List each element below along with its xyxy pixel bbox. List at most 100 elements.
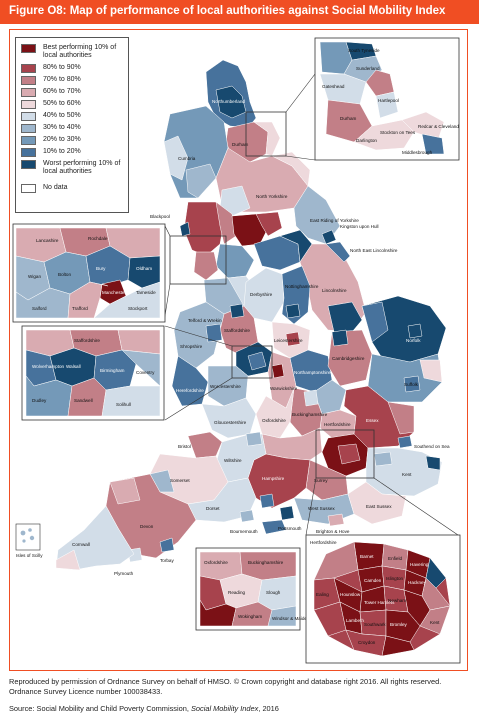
- legend-label: 20% to 30%: [43, 136, 81, 143]
- region-telford: [205, 323, 223, 343]
- region-coventry: [271, 363, 285, 379]
- inset-manchester: Lancashire Rochdale Oldham Wigan Bolton …: [12, 223, 166, 323]
- label-worcestershire: Worcestershire: [210, 384, 241, 389]
- inset-label-middlesbrough: Middlesbrough: [402, 150, 433, 155]
- region-brighton: [327, 513, 345, 527]
- inset-label-southwark: Southwark: [364, 622, 386, 627]
- label-brighton: Brighton & Hove: [316, 529, 350, 534]
- label-southend: Southend on Sea: [414, 444, 450, 449]
- legend-label: No data: [43, 184, 68, 191]
- legend-item-worst-10: Worst performing 10% of local authoritie…: [21, 160, 121, 176]
- region-london-inner: [337, 443, 361, 465]
- legend-label: 10% to 20%: [43, 148, 81, 155]
- label-northamptonshire: Northamptonshire: [294, 370, 331, 375]
- region-portsmouth: [279, 505, 295, 521]
- legend-label: 50% to 60%: [43, 100, 81, 107]
- source-suffix: , 2016: [258, 704, 279, 713]
- inset-label-stockport: Stockport: [128, 306, 148, 311]
- copyright-note: Reproduced by permission of Ordnance Sur…: [9, 677, 442, 696]
- legend-swatch: [21, 100, 36, 109]
- inset-label-lancashire: Lancashire: [36, 238, 59, 243]
- label-devon: Devon: [140, 524, 154, 529]
- region-southampton: [259, 493, 275, 509]
- inset-label-south-tyneside: South Tyneside: [348, 48, 380, 53]
- inset-label-durham: Durham: [340, 116, 357, 121]
- inset-label-oxfordshire: Oxfordshire: [204, 560, 228, 565]
- region-norfolk-west: [361, 301, 389, 343]
- region-cumbria-west: [163, 135, 189, 181]
- legend-label: 30% to 40%: [43, 124, 81, 131]
- label-lincolnshire: Lincolnshire: [322, 288, 347, 293]
- inset-label-croydon: Croydon: [358, 640, 376, 645]
- inset-label-rochdale: Rochdale: [88, 236, 108, 241]
- legend-item-80-90: 80% to 90%: [21, 64, 121, 73]
- callout-tees: [245, 111, 287, 157]
- inset-label-wokingham: Wokingham: [238, 614, 262, 619]
- label-kingston-hull: Kingston upon Hull: [340, 224, 379, 229]
- region-north-yorkshire-east: [271, 151, 311, 187]
- region-essex: [343, 385, 415, 449]
- source-prefix: Source: Social Mobility and Child Povert…: [9, 704, 191, 713]
- legend-item-no-data: No data: [21, 184, 121, 193]
- source-note: Source: Social Mobility and Child Povert…: [9, 704, 469, 714]
- label-nottinghamshire: Nottinghamshire: [285, 284, 319, 289]
- label-surrey: Surrey: [314, 478, 328, 483]
- region-thanet: [425, 455, 441, 471]
- inset-label-camden: Camden: [364, 578, 382, 583]
- inset-label-solihull: Solihull: [116, 402, 131, 407]
- inset-label-wigan: Wigan: [28, 274, 41, 279]
- region-lincs-south: [327, 301, 363, 333]
- inset-label-newham: Newham: [388, 598, 406, 603]
- source-title: Social Mobility Index: [190, 704, 259, 713]
- legend-label: 80% to 90%: [43, 64, 81, 71]
- region-leeds: [255, 211, 283, 237]
- label-west-sussex: West Sussex: [308, 506, 335, 511]
- region-essex-east: [387, 401, 415, 435]
- legend-label: Worst performing 10% of local authoritie…: [43, 160, 121, 175]
- label-dorset: Dorset: [206, 506, 220, 511]
- label-ne-lincs: North East Lincolnshire: [350, 248, 398, 253]
- region-cumbria-south: [185, 163, 217, 199]
- region-ipswich: [403, 375, 421, 393]
- label-kent: Kent: [402, 472, 412, 477]
- region-merseyside: [193, 251, 219, 281]
- inset-label-buckinghamshire: Buckinghamshire: [248, 560, 284, 565]
- callout-manchester: [169, 235, 227, 285]
- region-bristol: [187, 431, 223, 459]
- label-east-sussex: East Sussex: [366, 504, 392, 509]
- region-notts-city: [285, 303, 301, 319]
- region-greater-manchester: [215, 243, 255, 279]
- region-hull: [321, 229, 337, 245]
- legend-swatch: [21, 124, 36, 133]
- label-blackpool: Blackpool: [150, 214, 170, 219]
- region-peterborough: [331, 329, 349, 347]
- inset-label-hackney: Hackney: [408, 580, 427, 585]
- inset-label-staffordshire: Staffordshire: [74, 338, 100, 343]
- region-blackpool: [179, 221, 191, 237]
- label-wiltshire: Wiltshire: [224, 458, 242, 463]
- map-legend: Best performing 10% of local authorities…: [15, 37, 129, 213]
- title-bar: Figure O8: Map of performance of local a…: [0, 0, 479, 24]
- legend-label: Best performing 10% of local authorities: [43, 44, 117, 59]
- inset-label-stockton: Stockton on Tees: [380, 130, 416, 135]
- main-map-labels: Northumberland Cumbria Durham North York…: [72, 99, 450, 576]
- legend-swatch: [21, 112, 36, 121]
- label-derbyshire: Derbyshire: [250, 292, 273, 297]
- label-essex: Essex: [366, 418, 379, 423]
- label-herefordshire: Herefordshire: [176, 388, 204, 393]
- label-telford: Telford & Wrekin: [188, 318, 222, 323]
- region-medway: [373, 451, 393, 467]
- label-shropshire: Shropshire: [180, 344, 203, 349]
- legend-item-40-50: 40% to 50%: [21, 112, 121, 121]
- region-southend: [397, 435, 413, 449]
- label-isles-scilly: Isles of Scilly: [16, 553, 43, 558]
- region-ne-lincs: [325, 241, 351, 263]
- label-norfolk: Norfolk: [406, 338, 421, 343]
- legend-item-70-80: 70% to 80%: [21, 76, 121, 85]
- label-plymouth: Plymouth: [114, 571, 134, 576]
- label-east-riding: East Riding of Yorkshire: [310, 218, 359, 223]
- label-bristol: Bristol: [178, 444, 191, 449]
- legend-item-best-10: Best performing 10% of local authorities: [21, 44, 121, 60]
- inset-label-birmingham: Birmingham: [100, 368, 125, 373]
- label-durham: Durham: [232, 142, 249, 147]
